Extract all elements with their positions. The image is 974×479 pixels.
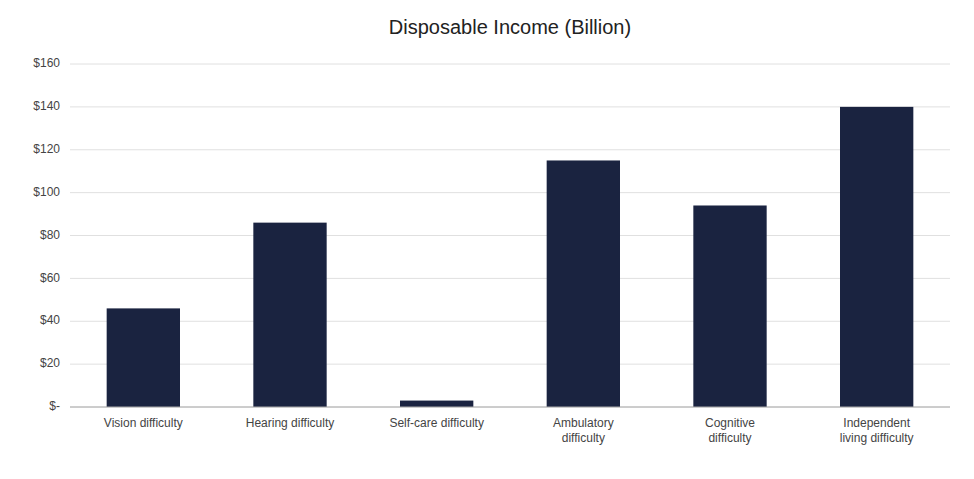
grid-line <box>70 235 950 236</box>
y-tick-label: $120 <box>33 142 60 156</box>
x-axis-line <box>70 407 950 408</box>
chart: Disposable Income (Billion) $- $20 $40 $60 $8… <box>0 0 974 479</box>
y-tick-label: $140 <box>33 99 60 113</box>
grid-line <box>70 149 950 150</box>
grid-line <box>70 64 950 65</box>
bar <box>693 205 766 407</box>
x-tick-label: Independentliving difficulty <box>840 416 914 445</box>
bar <box>547 160 620 407</box>
grid-line <box>70 278 950 279</box>
grid-line <box>70 407 950 408</box>
title: Disposable Income (Billion) <box>389 16 631 38</box>
x-tick-label: Cognitivedifficulty <box>705 416 755 445</box>
y-tick-label: $80 <box>40 228 60 242</box>
bar <box>107 308 180 407</box>
y-tick-label: $100 <box>33 185 60 199</box>
x-tick-label: Self-care difficulty <box>389 416 483 430</box>
bar <box>400 401 473 407</box>
x-tick-label: Ambulatorydifficulty <box>553 416 614 445</box>
y-tick-label: $20 <box>40 356 60 370</box>
y-tick-label: $160 <box>33 56 60 70</box>
y-axis: $- $20 $40 $60 $80 $100 $120 $140 $160 <box>33 56 950 413</box>
x-axis: Vision difficulty Hearing difficulty Self-… <box>70 407 950 445</box>
chart-container: Disposable Income (Billion) $- $20 $40 $60 $8… <box>0 0 974 479</box>
bar <box>840 107 913 407</box>
grid-line <box>70 321 950 322</box>
bars <box>107 107 914 407</box>
y-tick-label: $40 <box>40 313 60 327</box>
grid-line <box>70 106 950 107</box>
grid-line <box>70 192 950 193</box>
x-tick-label: Vision difficulty <box>104 416 183 430</box>
x-tick-label: Hearing difficulty <box>246 416 335 430</box>
y-tick-label: $60 <box>40 271 60 285</box>
grid-line <box>70 364 950 365</box>
y-tick-label: $- <box>49 399 60 413</box>
bar <box>253 223 326 407</box>
